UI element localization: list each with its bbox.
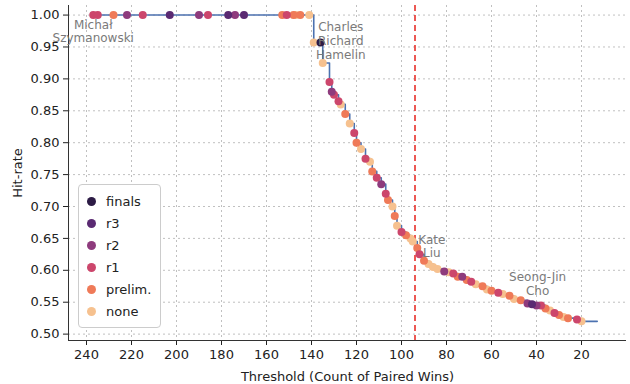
svg-text:MichałSzymanowski: MichałSzymanowski bbox=[53, 18, 134, 46]
svg-text:0.70: 0.70 bbox=[31, 199, 60, 214]
svg-text:KateLiu: KateLiu bbox=[418, 233, 445, 261]
svg-text:220: 220 bbox=[119, 347, 144, 362]
svg-text:160: 160 bbox=[254, 347, 279, 362]
svg-text:0.90: 0.90 bbox=[31, 71, 60, 86]
svg-text:80: 80 bbox=[438, 347, 455, 362]
svg-text:0.60: 0.60 bbox=[31, 262, 60, 277]
svg-text:0.65: 0.65 bbox=[31, 231, 60, 246]
svg-text:100: 100 bbox=[389, 347, 414, 362]
svg-text:120: 120 bbox=[344, 347, 369, 362]
svg-text:Seong-JinCho: Seong-JinCho bbox=[509, 270, 566, 298]
svg-text:0.80: 0.80 bbox=[31, 135, 60, 150]
svg-text:0.55: 0.55 bbox=[31, 294, 60, 309]
svg-text:180: 180 bbox=[209, 347, 234, 362]
html-text:r2: r2 bbox=[106, 237, 120, 253]
svg-text:240: 240 bbox=[74, 347, 99, 362]
html-text:finals: finals bbox=[106, 193, 141, 209]
svg-text:Threshold (Count of Paired Win: Threshold (Count of Paired Wins) bbox=[240, 369, 454, 384]
svg-text:140: 140 bbox=[299, 347, 324, 362]
svg-text:60: 60 bbox=[483, 347, 500, 362]
html-text:r3: r3 bbox=[106, 215, 120, 231]
svg-text:0.85: 0.85 bbox=[31, 103, 60, 118]
svg-text:1.00: 1.00 bbox=[31, 7, 60, 22]
html-text:r1: r1 bbox=[106, 259, 120, 275]
svg-text:20: 20 bbox=[573, 347, 590, 362]
svg-text:0.95: 0.95 bbox=[30, 39, 60, 55]
svg-text:0.50: 0.50 bbox=[31, 326, 60, 341]
html-text:prelim.: prelim. bbox=[106, 281, 152, 297]
svg-text:0.75: 0.75 bbox=[31, 167, 60, 182]
svg-text:200: 200 bbox=[164, 347, 189, 362]
html-text:none: none bbox=[106, 303, 139, 319]
svg-text:Hit-rate: Hit-rate bbox=[10, 148, 25, 198]
svg-text:40: 40 bbox=[528, 347, 545, 362]
svg-text:CharlesRichardHamelin: CharlesRichardHamelin bbox=[316, 20, 366, 62]
